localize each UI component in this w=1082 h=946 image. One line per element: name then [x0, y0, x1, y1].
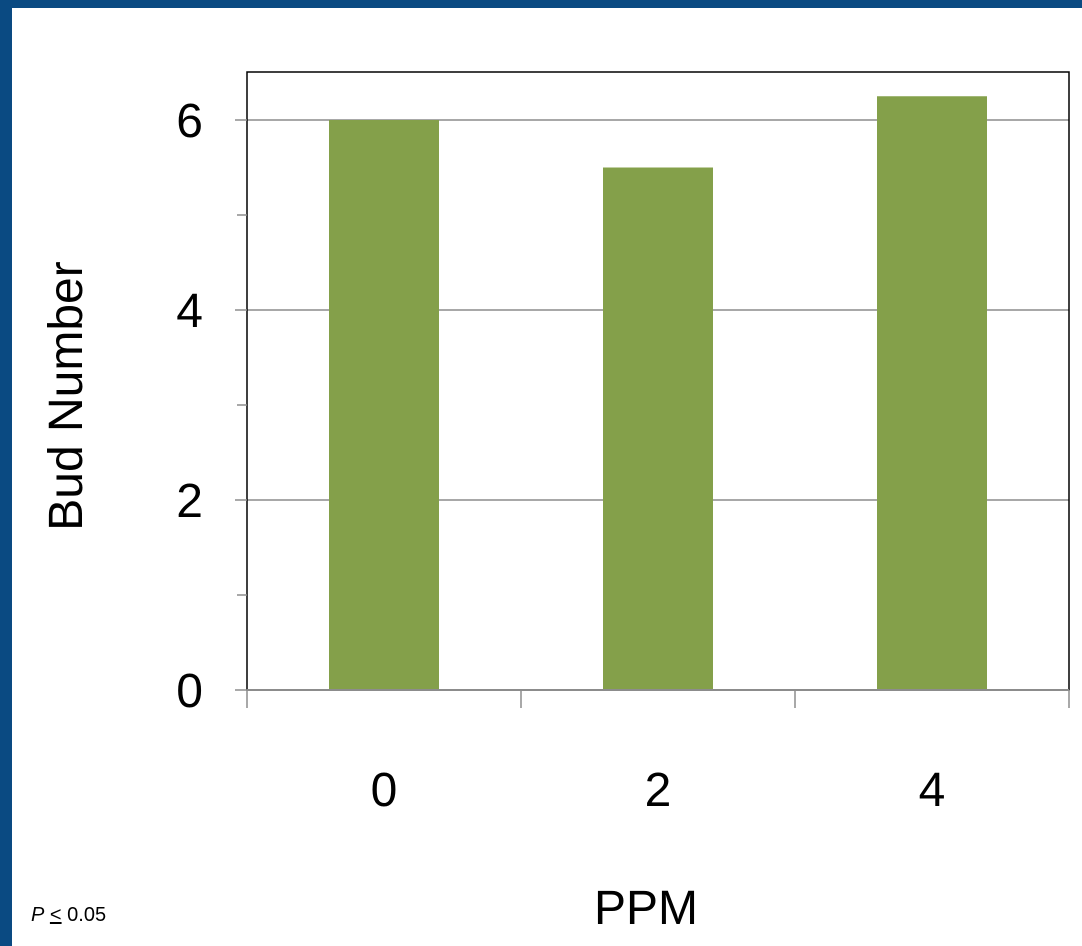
axes	[235, 119, 1070, 708]
y-tick-label: 0	[176, 665, 203, 718]
bar-0	[329, 120, 439, 690]
y-tick-label: 2	[176, 475, 203, 528]
x-tick-labels: 0 2 4	[371, 764, 946, 817]
y-tick-labels: 0 2 4 6	[176, 95, 203, 718]
x-axis-title: PPM	[594, 882, 698, 935]
bar-4	[877, 96, 987, 690]
bars	[329, 96, 987, 690]
significance-note: P < 0.05	[31, 904, 106, 927]
x-tick-label: 2	[645, 764, 672, 817]
p-value: 0.05	[61, 904, 107, 926]
y-axis-title: Bud Number	[40, 261, 93, 530]
x-tick-label: 4	[919, 764, 946, 817]
y-tick-label: 4	[176, 285, 203, 338]
bar-chart: 0 2 4 6 0 2 4 Bud Number PPM	[40, 71, 1070, 935]
y-tick-label: 6	[176, 95, 203, 148]
less-equal-symbol: <	[49, 904, 62, 926]
bar-2	[603, 167, 713, 690]
slide: 0 2 4 6 0 2 4 Bud Number PPM P < 0.05	[12, 8, 1082, 946]
x-tick-label: 0	[371, 764, 398, 817]
p-symbol: P	[31, 904, 45, 926]
